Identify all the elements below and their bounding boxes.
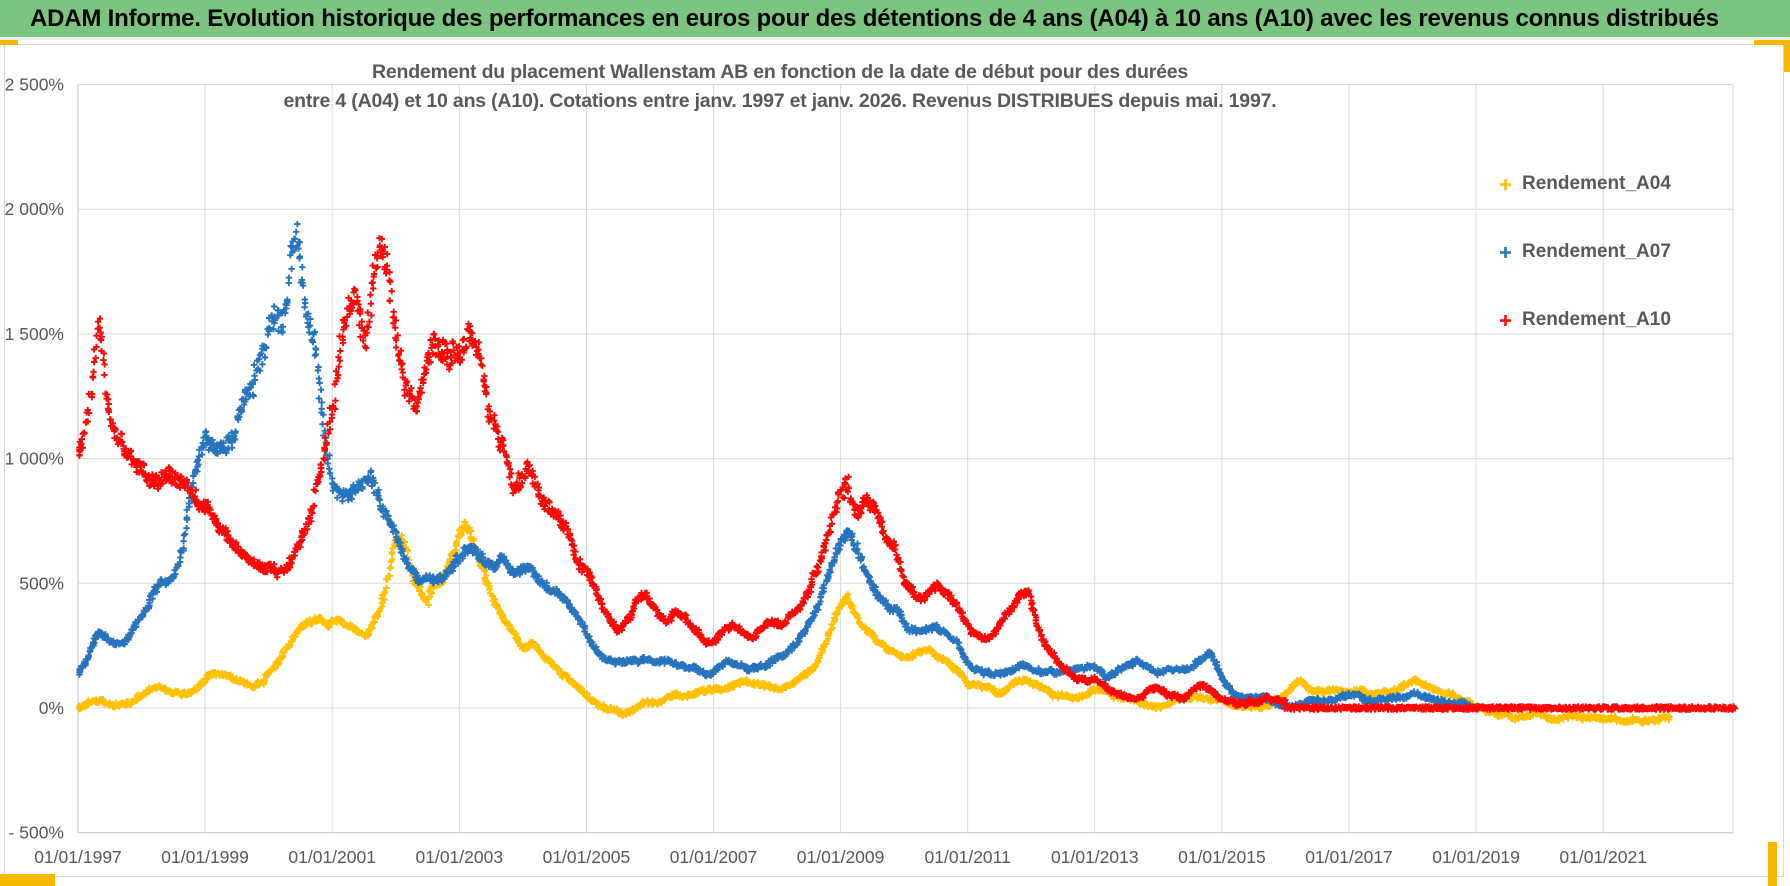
- plus-marker-icon: [1500, 246, 1511, 258]
- y-axis-tick-label: - 500%: [9, 823, 64, 843]
- legend-item-a07[interactable]: Rendement_A07: [1498, 238, 1671, 266]
- x-axis-tick-label: 01/01/2007: [670, 847, 758, 867]
- y-axis-tick-label: 2 000%: [5, 199, 64, 219]
- y-axis-tick-label: 500%: [19, 573, 64, 593]
- x-axis-tick-label: 01/01/2019: [1432, 847, 1520, 867]
- gold-corner-bottom-left: [0, 874, 55, 886]
- chart-legend: Rendement_A04 Rendement_A07 Rendement_A10: [1498, 170, 1671, 374]
- series-rendement_a10: [76, 234, 1739, 713]
- chart-title-line2: entre 4 (A04) et 10 ans (A10). Cotations…: [283, 90, 1277, 112]
- legend-item-a04[interactable]: Rendement_A04: [1498, 170, 1671, 198]
- x-axis-tick-label: 01/01/2003: [416, 847, 504, 867]
- y-axis-tick-label: 2 500%: [5, 75, 64, 95]
- gold-corner-bottom-right: [1768, 842, 1777, 886]
- plus-marker-icon: [1500, 178, 1511, 190]
- legend-item-a10[interactable]: Rendement_A10: [1498, 306, 1671, 334]
- y-axis-tick-label: 0%: [39, 698, 64, 718]
- x-axis-tick-label: 01/01/1999: [161, 847, 249, 867]
- x-axis-tick-label: 01/01/2021: [1559, 847, 1647, 867]
- x-axis-tick-label: 01/01/2011: [925, 847, 1011, 867]
- gold-corner-top-right: [1754, 40, 1790, 45]
- report-title-bar: ADAM Informe. Evolution historique des p…: [0, 0, 1790, 40]
- gold-corner-top-right-v: [1784, 40, 1790, 72]
- x-axis-tick-label: 01/01/2001: [288, 847, 376, 867]
- chart-title: Rendement du placement Wallenstam AB en …: [180, 58, 1380, 116]
- report-title: ADAM Informe. Evolution historique des p…: [30, 5, 1719, 32]
- chart-title-line1: Rendement du placement Wallenstam AB en …: [371, 61, 1189, 83]
- legend-label: Rendement_A07: [1522, 241, 1671, 262]
- legend-label: Rendement_A10: [1522, 309, 1671, 330]
- x-axis-tick-label: 01/01/2005: [543, 847, 631, 867]
- y-axis-tick-label: 1 500%: [5, 324, 64, 344]
- y-axis-tick-label: 1 000%: [5, 449, 64, 469]
- legend-label: Rendement_A04: [1522, 173, 1671, 194]
- x-axis-tick-label: 01/01/2017: [1305, 847, 1393, 867]
- chart-panel: [4, 44, 1784, 877]
- x-axis-tick-label: 01/01/2009: [797, 847, 885, 867]
- x-axis-tick-label: 01/01/1997: [34, 847, 122, 867]
- x-axis-tick-label: 01/01/2013: [1051, 847, 1139, 867]
- gold-corner-top-left: [0, 40, 18, 45]
- axis-labels: 2 500% 2 000% 1 500% 1 000% 500% 0% - 500% 01/0…: [5, 75, 1647, 868]
- x-axis-tick-label: 01/01/2015: [1178, 847, 1266, 867]
- series-rendement_a07: [76, 220, 1481, 713]
- plus-marker-icon: [1500, 314, 1511, 326]
